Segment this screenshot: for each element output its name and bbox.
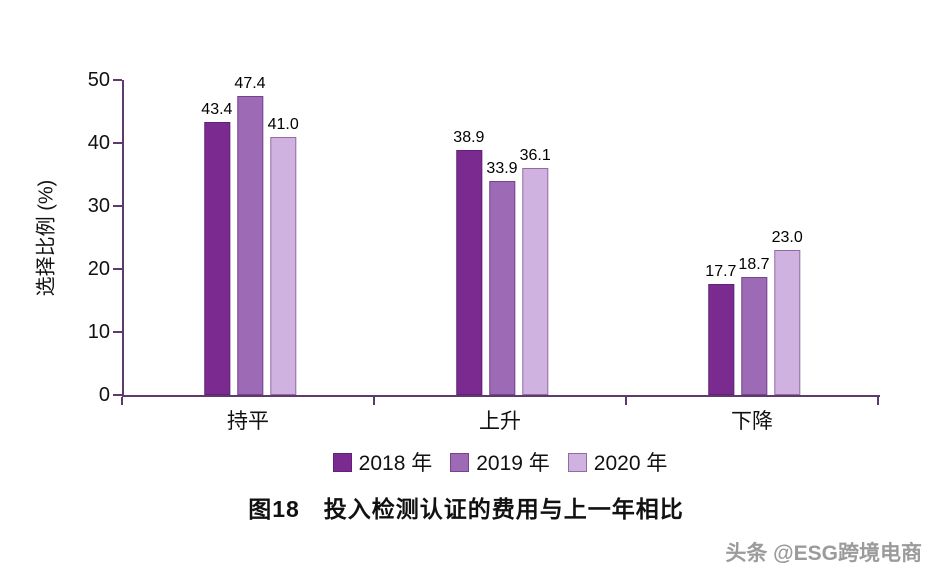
- bar: [522, 167, 549, 395]
- y-tick-mark: [113, 331, 122, 333]
- bar-value-label: 23.0: [771, 229, 803, 247]
- legend-item: 2019 年: [450, 447, 550, 477]
- legend-label: 2020 年: [593, 452, 668, 475]
- bar-value-label: 43.4: [201, 100, 233, 118]
- bar-group: 43.4 47.4 41.0: [201, 75, 299, 395]
- y-tick-label: 20: [87, 258, 110, 280]
- watermark-text: 头条 @ESG跨境电商: [725, 542, 922, 565]
- chart-title: 图18 投入检测认证的费用与上一年相比: [248, 496, 684, 522]
- bar-value-label: 36.1: [519, 146, 551, 164]
- bar-group: 38.9 33.9 36.1: [453, 129, 551, 395]
- bar-with-label: 41.0: [268, 116, 299, 395]
- legend-swatch: [567, 452, 587, 472]
- legend-label: 2018 年: [358, 452, 433, 475]
- bar-value-label: 41.0: [267, 115, 299, 133]
- y-tick-label: 0: [98, 384, 110, 406]
- y-tick-label: 10: [87, 321, 110, 343]
- x-tick-mark: [877, 397, 879, 405]
- legend-swatch: [332, 452, 352, 472]
- y-axis-label: 选择比例 (%): [35, 179, 58, 297]
- bar-value-label: 33.9: [486, 160, 518, 178]
- bar-value-label: 38.9: [453, 128, 485, 146]
- bar: [270, 136, 297, 395]
- bar-with-label: 36.1: [520, 147, 551, 395]
- bar-with-label: 18.7: [738, 256, 770, 395]
- y-tick-mark: [113, 268, 122, 270]
- category-label: 持平: [227, 410, 269, 433]
- bar-group: 17.7 18.7 23.0: [705, 229, 803, 395]
- bar-chart-plot-area: 43.4 47.4 41.0 38.9 33.9 36.1 17.7 18.7 23.0: [122, 75, 880, 397]
- category-label: 下降: [731, 410, 773, 433]
- y-tick-label: 40: [87, 132, 110, 154]
- bar: [488, 181, 515, 395]
- bar-with-label: 17.7: [705, 262, 737, 395]
- bar-with-label: 47.4: [234, 75, 266, 395]
- category-label: 上升: [479, 410, 521, 433]
- bar-value-label: 17.7: [705, 262, 737, 280]
- bar-with-label: 33.9: [486, 160, 518, 395]
- bar-value-label: 47.4: [234, 75, 266, 93]
- legend-swatch: [450, 452, 470, 472]
- bar: [740, 277, 767, 395]
- bar: [203, 121, 230, 395]
- x-tick-mark: [373, 397, 375, 405]
- bar-with-label: 43.4: [201, 101, 232, 395]
- legend-label: 2019 年: [476, 452, 550, 475]
- legend-item: 2020 年: [567, 447, 668, 477]
- bar: [707, 283, 734, 395]
- x-tick-mark: [121, 397, 123, 405]
- bar: [455, 149, 482, 395]
- bar: [774, 250, 801, 395]
- bar: [236, 96, 263, 395]
- y-tick-mark: [113, 79, 122, 81]
- legend-item: 2018 年: [332, 447, 433, 477]
- bar-value-label: 18.7: [738, 256, 770, 274]
- y-tick-label: 50: [87, 69, 110, 91]
- y-tick-mark: [113, 205, 122, 207]
- bar-with-label: 23.0: [772, 229, 803, 395]
- x-tick-mark: [625, 397, 627, 405]
- chart-legend: 2018 年 2019 年 2020 年: [122, 447, 878, 477]
- y-tick-mark: [113, 142, 122, 144]
- bar-with-label: 38.9: [453, 129, 484, 395]
- y-tick-mark: [113, 394, 122, 396]
- y-tick-label: 30: [87, 195, 110, 217]
